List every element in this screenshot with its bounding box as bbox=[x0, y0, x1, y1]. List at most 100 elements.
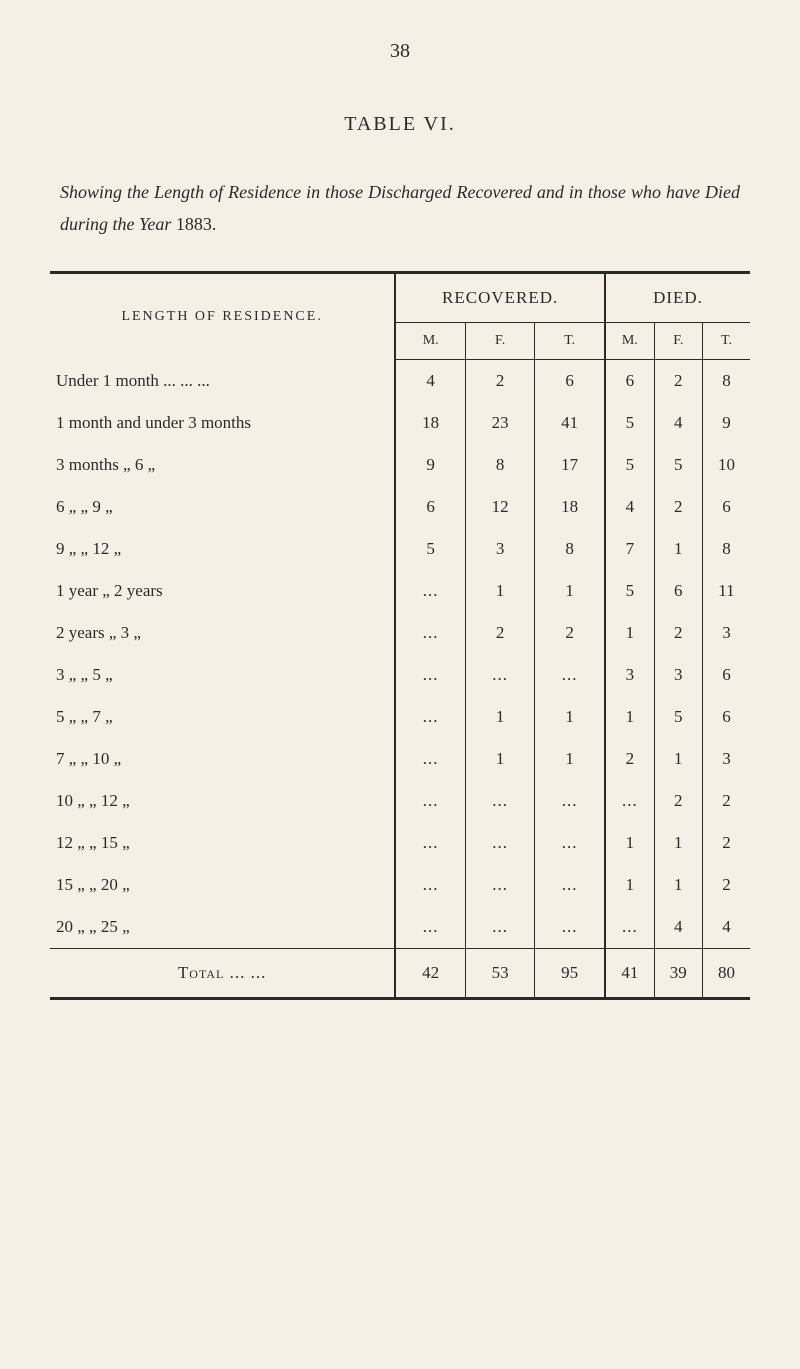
total-rf: 53 bbox=[466, 948, 535, 998]
cell-died-f: 6 bbox=[654, 570, 702, 612]
cell-recovered-t: ... bbox=[535, 654, 605, 696]
cell-recovered-f: 8 bbox=[466, 444, 535, 486]
row-label: 1 year „ 2 years bbox=[50, 570, 395, 612]
total-df: 39 bbox=[654, 948, 702, 998]
cell-died-t: 6 bbox=[702, 486, 750, 528]
cell-died-t: 2 bbox=[702, 780, 750, 822]
cell-died-m: 1 bbox=[605, 612, 654, 654]
cell-died-t: 4 bbox=[702, 906, 750, 949]
cell-recovered-f: 1 bbox=[466, 696, 535, 738]
cell-recovered-t: 1 bbox=[535, 696, 605, 738]
cell-died-t: 9 bbox=[702, 402, 750, 444]
cell-recovered-t: 18 bbox=[535, 486, 605, 528]
table-row: 12 „ „ 15 „.........112 bbox=[50, 822, 750, 864]
cell-recovered-t: 17 bbox=[535, 444, 605, 486]
cell-died-f: 1 bbox=[654, 822, 702, 864]
table-row: 3 „ „ 5 „.........336 bbox=[50, 654, 750, 696]
row-label: 9 „ „ 12 „ bbox=[50, 528, 395, 570]
row-label: 12 „ „ 15 „ bbox=[50, 822, 395, 864]
cell-recovered-t: ... bbox=[535, 906, 605, 949]
row-label: 3 „ „ 5 „ bbox=[50, 654, 395, 696]
cell-recovered-m: ... bbox=[395, 864, 465, 906]
table-row: 15 „ „ 20 „.........112 bbox=[50, 864, 750, 906]
row-label: 1 month and under 3 months bbox=[50, 402, 395, 444]
cell-recovered-t: 1 bbox=[535, 570, 605, 612]
cell-recovered-m: 6 bbox=[395, 486, 465, 528]
row-label: 3 months „ 6 „ bbox=[50, 444, 395, 486]
cell-died-f: 4 bbox=[654, 402, 702, 444]
table-row: 6 „ „ 9 „61218426 bbox=[50, 486, 750, 528]
row-label: 5 „ „ 7 „ bbox=[50, 696, 395, 738]
header-row-groups: LENGTH OF RESIDENCE. RECOVERED. DIED. bbox=[50, 272, 750, 322]
cell-recovered-f: 3 bbox=[466, 528, 535, 570]
cell-recovered-m: ... bbox=[395, 738, 465, 780]
table-row: 20 „ „ 25 „............44 bbox=[50, 906, 750, 949]
cell-died-t: 8 bbox=[702, 359, 750, 402]
row-label: 6 „ „ 9 „ bbox=[50, 486, 395, 528]
table-row: 1 year „ 2 years...115611 bbox=[50, 570, 750, 612]
table-row: 2 years „ 3 „...22123 bbox=[50, 612, 750, 654]
cell-died-m: 5 bbox=[605, 402, 654, 444]
table-row: 5 „ „ 7 „...11156 bbox=[50, 696, 750, 738]
header-died-m: M. bbox=[605, 322, 654, 359]
row-label: 10 „ „ 12 „ bbox=[50, 780, 395, 822]
cell-recovered-t: ... bbox=[535, 864, 605, 906]
row-label: 2 years „ 3 „ bbox=[50, 612, 395, 654]
cell-died-f: 1 bbox=[654, 864, 702, 906]
cell-recovered-m: 18 bbox=[395, 402, 465, 444]
cell-recovered-m: ... bbox=[395, 570, 465, 612]
cell-recovered-m: ... bbox=[395, 906, 465, 949]
cell-died-f: 5 bbox=[654, 696, 702, 738]
header-died-f: F. bbox=[654, 322, 702, 359]
table-title: TABLE VI. bbox=[50, 113, 750, 136]
cell-died-f: 2 bbox=[654, 780, 702, 822]
cell-died-t: 2 bbox=[702, 822, 750, 864]
cell-recovered-f: ... bbox=[466, 654, 535, 696]
table-row: 9 „ „ 12 „538718 bbox=[50, 528, 750, 570]
cell-died-m: 7 bbox=[605, 528, 654, 570]
table-row: 7 „ „ 10 „...11213 bbox=[50, 738, 750, 780]
total-dt: 80 bbox=[702, 948, 750, 998]
cell-died-f: 2 bbox=[654, 612, 702, 654]
cell-recovered-t: ... bbox=[535, 822, 605, 864]
cell-recovered-m: 5 bbox=[395, 528, 465, 570]
cell-recovered-t: 1 bbox=[535, 738, 605, 780]
cell-recovered-t: 8 bbox=[535, 528, 605, 570]
table-caption: Showing the Length of Residence in those… bbox=[50, 176, 750, 241]
header-length-of-residence: LENGTH OF RESIDENCE. bbox=[50, 272, 395, 359]
cell-died-t: 10 bbox=[702, 444, 750, 486]
caption-text: Showing the Length of Residence in those… bbox=[60, 182, 740, 234]
cell-recovered-f: 2 bbox=[466, 612, 535, 654]
cell-died-t: 8 bbox=[702, 528, 750, 570]
cell-died-t: 3 bbox=[702, 738, 750, 780]
cell-died-f: 4 bbox=[654, 906, 702, 949]
row-label: 20 „ „ 25 „ bbox=[50, 906, 395, 949]
cell-died-f: 2 bbox=[654, 359, 702, 402]
cell-died-m: ... bbox=[605, 780, 654, 822]
header-died: DIED. bbox=[605, 272, 750, 322]
cell-recovered-f: 1 bbox=[466, 570, 535, 612]
table-row: 3 months „ 6 „98175510 bbox=[50, 444, 750, 486]
cell-died-m: 5 bbox=[605, 444, 654, 486]
cell-recovered-m: ... bbox=[395, 696, 465, 738]
cell-died-m: 1 bbox=[605, 696, 654, 738]
cell-died-t: 11 bbox=[702, 570, 750, 612]
cell-recovered-f: ... bbox=[466, 780, 535, 822]
table-row: 1 month and under 3 months182341549 bbox=[50, 402, 750, 444]
cell-recovered-t: ... bbox=[535, 780, 605, 822]
page-number: 38 bbox=[50, 40, 750, 63]
cell-recovered-m: 9 bbox=[395, 444, 465, 486]
cell-died-m: 6 bbox=[605, 359, 654, 402]
cell-died-t: 2 bbox=[702, 864, 750, 906]
header-recovered-t: T. bbox=[535, 322, 605, 359]
cell-died-t: 6 bbox=[702, 696, 750, 738]
cell-died-m: 4 bbox=[605, 486, 654, 528]
cell-recovered-t: 2 bbox=[535, 612, 605, 654]
header-died-t: T. bbox=[702, 322, 750, 359]
cell-died-f: 5 bbox=[654, 444, 702, 486]
cell-died-m: ... bbox=[605, 906, 654, 949]
cell-recovered-m: ... bbox=[395, 612, 465, 654]
cell-died-m: 1 bbox=[605, 822, 654, 864]
cell-recovered-f: ... bbox=[466, 864, 535, 906]
residence-table: LENGTH OF RESIDENCE. RECOVERED. DIED. M.… bbox=[50, 271, 750, 1000]
